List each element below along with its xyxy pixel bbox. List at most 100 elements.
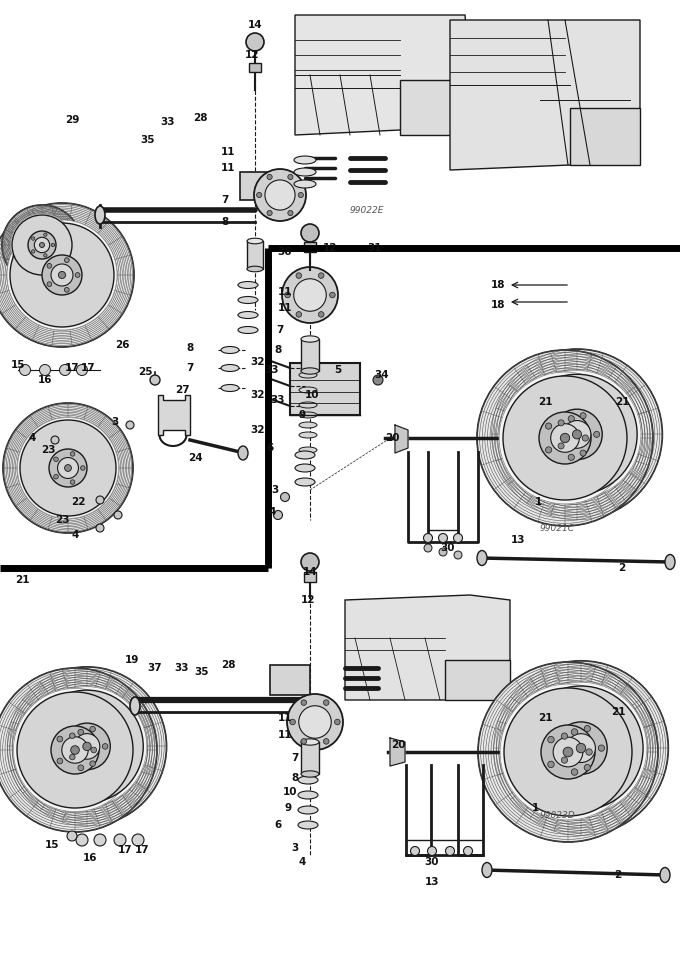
Circle shape [10,223,114,327]
Text: 1: 1 [531,803,539,813]
Text: 21: 21 [611,707,625,717]
Text: 32: 32 [251,390,265,400]
Circle shape [78,765,84,770]
Text: 13: 13 [425,877,439,887]
Circle shape [58,272,65,278]
Text: 12: 12 [245,50,259,60]
Circle shape [31,237,35,240]
Text: 23: 23 [55,515,69,525]
Text: 11: 11 [277,730,292,740]
Circle shape [553,737,583,767]
Text: 2: 2 [614,870,622,880]
Polygon shape [158,395,190,435]
Circle shape [545,447,551,453]
Circle shape [65,464,71,472]
Circle shape [478,662,658,842]
Circle shape [580,413,586,419]
Circle shape [90,761,95,767]
Ellipse shape [238,281,258,289]
Text: 16: 16 [83,853,97,863]
Ellipse shape [482,863,492,877]
Text: 14: 14 [248,20,262,30]
Text: 33: 33 [265,365,279,375]
Text: 25: 25 [138,367,152,377]
Text: 6: 6 [267,443,273,453]
Text: 99022E: 99022E [350,205,384,215]
Text: 35: 35 [141,135,155,145]
Circle shape [51,264,73,286]
Circle shape [454,534,462,542]
Text: 4: 4 [269,507,275,517]
Circle shape [299,193,303,197]
Circle shape [76,834,88,846]
Circle shape [58,457,78,479]
Bar [247,241,263,269]
Ellipse shape [298,791,318,799]
Circle shape [563,421,591,448]
Text: 21: 21 [615,397,629,407]
Text: 18: 18 [491,300,505,310]
Text: 11: 11 [221,163,235,173]
Circle shape [464,846,473,855]
Polygon shape [400,80,470,135]
Text: 9: 9 [284,803,292,813]
Circle shape [7,220,117,330]
Circle shape [126,421,134,429]
Bar [301,742,319,774]
Bar [270,665,310,695]
Ellipse shape [130,697,140,715]
Circle shape [492,349,662,520]
Ellipse shape [238,297,258,303]
Circle shape [335,719,340,725]
Text: 30: 30 [441,543,455,553]
Ellipse shape [299,447,317,453]
Text: 13: 13 [511,535,525,545]
Circle shape [503,376,627,500]
Circle shape [49,449,87,487]
Text: 6: 6 [274,820,282,830]
Circle shape [47,264,52,269]
Text: 8: 8 [222,217,228,227]
Ellipse shape [299,422,317,428]
Text: 33: 33 [271,395,285,405]
Text: 7: 7 [276,325,284,335]
Circle shape [500,684,636,820]
Circle shape [132,834,144,846]
Circle shape [330,292,335,298]
Ellipse shape [299,387,317,393]
Ellipse shape [298,821,318,829]
Circle shape [547,737,554,742]
Circle shape [20,365,31,376]
Circle shape [580,450,586,456]
Circle shape [54,475,58,479]
Ellipse shape [247,266,263,272]
Circle shape [584,765,590,770]
Circle shape [10,214,73,276]
Text: 30: 30 [425,857,439,867]
Circle shape [47,282,52,287]
Bar [304,572,316,582]
Circle shape [256,193,262,197]
Ellipse shape [301,336,319,342]
Circle shape [563,747,573,757]
Circle shape [39,365,50,376]
Circle shape [561,757,568,764]
Polygon shape [390,738,405,766]
Circle shape [62,737,88,764]
Circle shape [280,492,290,502]
Circle shape [103,743,108,749]
Ellipse shape [301,368,319,375]
Text: 27: 27 [175,385,189,395]
Circle shape [75,273,80,277]
Circle shape [90,726,95,732]
Polygon shape [295,15,470,135]
Circle shape [273,510,282,519]
Text: 35: 35 [194,667,209,677]
Polygon shape [395,425,408,453]
Circle shape [584,725,590,732]
Circle shape [70,452,75,456]
Text: 17: 17 [135,845,150,855]
Circle shape [424,534,432,542]
Text: 21: 21 [15,575,29,585]
Text: 15: 15 [45,840,59,850]
